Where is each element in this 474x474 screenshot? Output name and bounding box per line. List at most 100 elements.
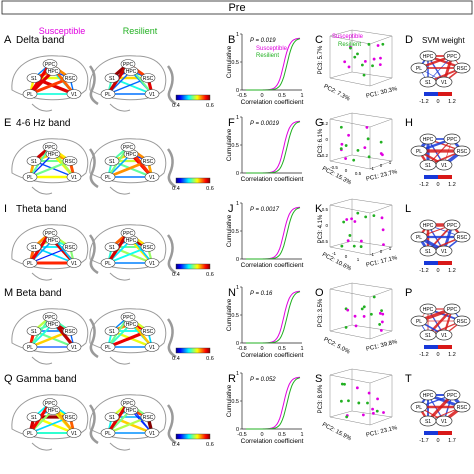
pca-y-tick: 0 [345,168,348,173]
cdf-x-label: Correlation coefficient [241,352,304,359]
pca-point-resilient [357,401,361,405]
cdf-resilient-curve [246,377,301,430]
svm-node [419,415,437,427]
pca-point-susceptible [359,239,363,243]
pca-z-label: PC3: 6.1% [318,128,324,157]
pca-point-susceptible [346,239,350,243]
pca-point-resilient [340,382,344,386]
cdf-p-value: P = 0.019 [250,38,276,44]
pca-point-resilient [347,399,350,403]
pca-point-susceptible [381,153,384,157]
pca-cube-edge [351,282,393,290]
brain-outline [11,138,89,184]
cdf-y-tick-label: 0.5 [231,60,239,66]
pca-y-tick: 0 [345,254,348,259]
brain-outline [109,442,131,451]
pca-point-susceptible [376,397,379,401]
svm-colorbar-negative [424,345,438,349]
svm-node-label: RSC [457,149,468,155]
pca-cube-edge [329,112,353,120]
cdf-y-label: Cumulative [226,214,233,247]
susceptible-brain: S1 HPC PL V1 RSC PPC [11,394,99,451]
svm-node [419,303,437,315]
region-node [144,258,160,268]
region-node [120,228,136,238]
svm-node-label: PL [416,405,422,411]
pca-x-tick: 1 [389,160,392,165]
pca-z-label: PC3: 3.5% [318,298,324,327]
svm-node-label: PPC [447,223,458,229]
pca-cube-edge [369,330,393,340]
region-label: PPC [123,231,134,237]
panel-letter: D [405,34,413,46]
panel-letter: J [228,203,234,215]
region-node [100,342,116,352]
region-node [104,73,120,83]
pca-point-susceptible [371,411,375,415]
pca-x-tick: -1 [370,166,374,171]
pca-point-resilient [379,140,383,144]
svm-node [410,62,428,74]
pca-z-label: PC3: 4.1% [318,214,324,243]
region-label: HPC [126,238,137,244]
region-label: PL [27,431,33,437]
svm-node [443,133,461,145]
colorbar [175,177,211,184]
pca-cube-edge [329,374,371,384]
svm-colorbar-positive [438,261,452,265]
panel-letter: B [228,34,235,46]
panel-letter: A [4,34,12,46]
pca-point-susceptible [344,157,347,160]
svm-colorbar-tick: -1.7 [419,438,428,444]
pca-cube-edge [369,118,393,128]
region-node [140,326,156,336]
brain-outline [11,308,89,354]
region-label: HPC [126,322,137,328]
panel-letter: I [4,203,7,215]
pca-point-resilient [367,42,371,46]
pca-point-resilient [369,312,373,316]
region-label: RSC [143,415,154,421]
band-title: Theta band [16,204,67,215]
region-node [22,258,38,268]
colorbar-min: 0.4 [172,356,180,362]
pca-cube-edge [369,77,393,87]
pca-cube [329,282,393,340]
region-label: HPC [126,408,137,414]
pca-cube-edge [369,416,393,426]
svm-node [453,145,471,157]
brain-outline [89,224,167,270]
cdf-legend-resilient: Resilient [256,53,279,59]
pca-point-resilient [353,55,357,59]
pca-cube-edge [329,77,371,87]
pca-point-susceptible [353,220,357,223]
region-node [66,428,82,438]
pca-cube-edge [351,71,393,79]
svm-node-label: V1 [441,419,447,425]
pca-point-susceptible [355,386,359,390]
svm-node [410,401,428,413]
svm-node-label: PPC [447,137,458,143]
pca-point-susceptible [378,63,382,67]
pca-x-tick: 0 [380,163,383,168]
cdf-y-tick-label: 0 [236,257,239,263]
svm-node-label: S1 [425,80,431,86]
region-label: HPC [126,69,137,75]
colorbar [175,347,211,354]
cdf-p-value: P = 0.16 [250,291,273,297]
region-node [104,242,120,252]
brain-outline [109,103,131,112]
svm-node [410,145,428,157]
region-node [100,89,116,99]
pca-cube-edge [351,29,393,37]
pca-point-susceptible [380,216,384,220]
pca-cube-edge [329,324,353,332]
colorbar-min: 0.4 [172,272,180,278]
panel-letter: T [405,373,412,385]
cdf-y-tick-label: 0 [236,88,239,94]
hippocampus-outline [166,234,177,275]
pca-z-label: PC3: 5.7% [318,45,324,74]
susceptible-brain: S1 HPC PL V1 RSC PPC [11,55,99,112]
